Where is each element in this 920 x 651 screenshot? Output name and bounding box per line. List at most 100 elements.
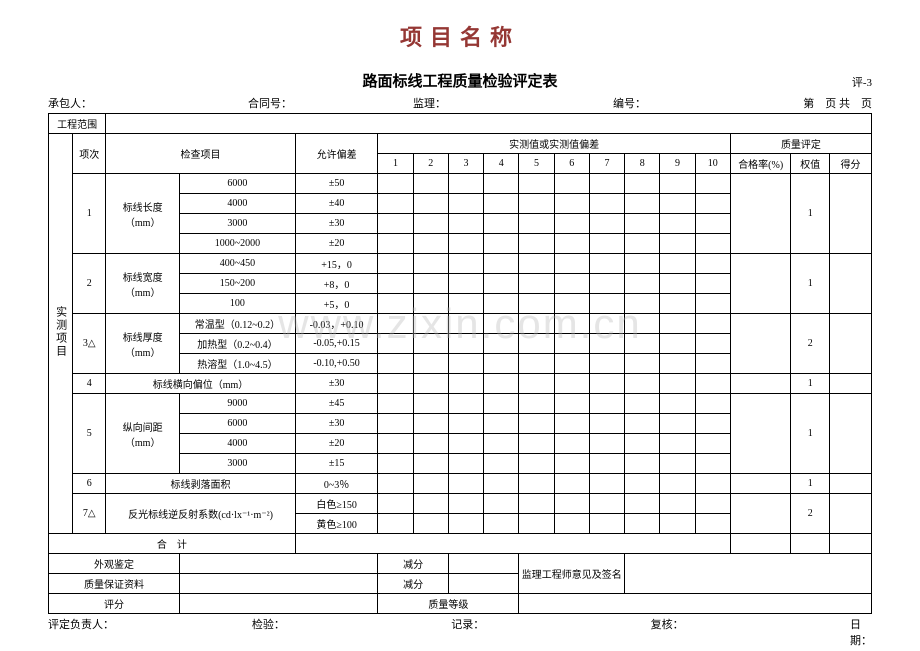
subtitle-row: 路面标线工程质量检验评定表 评-3 bbox=[48, 70, 872, 91]
table-row: 6 标线剥落面积 0~3％ 1 bbox=[49, 474, 872, 494]
tol: +5，0 bbox=[295, 294, 378, 314]
rating-row: 评分 质量等级 bbox=[49, 594, 872, 614]
date-label: 日期： bbox=[850, 616, 872, 648]
leader-label: 评定负责人： bbox=[48, 616, 252, 648]
weight: 2 bbox=[791, 314, 830, 374]
page-label: 第 页 共 页 bbox=[763, 95, 872, 111]
scope-row: 工程范围 bbox=[49, 114, 872, 134]
weight: 2 bbox=[791, 494, 830, 534]
spec: 常温型（0.12~0.2） bbox=[180, 314, 296, 334]
num-6: 6 bbox=[554, 154, 589, 174]
num-5: 5 bbox=[519, 154, 554, 174]
tol: -0.03，+0.10 bbox=[295, 314, 378, 334]
item-name: 标线剥落面积 bbox=[106, 474, 295, 494]
num-9: 9 bbox=[660, 154, 695, 174]
col-score: 得分 bbox=[830, 154, 872, 174]
header-row-1: 实测项目 项次 检查项目 允许偏差 实测值或实测值偏差 质量评定 bbox=[49, 134, 872, 154]
item-name: 标线厚度（mm） bbox=[106, 314, 180, 374]
num-2: 2 bbox=[413, 154, 448, 174]
qa-label: 质量保证资料 bbox=[49, 574, 180, 594]
col-measured-header: 实测值或实测值偏差 bbox=[378, 134, 731, 154]
spec: 4000 bbox=[180, 434, 296, 454]
supervisor-label: 监理： bbox=[413, 95, 613, 111]
weight: 1 bbox=[791, 254, 830, 314]
col-pass-rate: 合格率(%) bbox=[730, 154, 791, 174]
tol: 黄色≥100 bbox=[295, 514, 378, 534]
weight: 1 bbox=[791, 474, 830, 494]
tol: ±40 bbox=[295, 194, 378, 214]
item-no: 2 bbox=[73, 254, 106, 314]
tol: ±20 bbox=[295, 234, 378, 254]
tol: ±50 bbox=[295, 174, 378, 194]
tol: 白色≥150 bbox=[295, 494, 378, 514]
spec: 4000 bbox=[180, 194, 296, 214]
tol: ±15 bbox=[295, 454, 378, 474]
num-10: 10 bbox=[695, 154, 730, 174]
number-label: 编号： bbox=[613, 95, 763, 111]
item-no: 7△ bbox=[73, 494, 106, 534]
spec: 6000 bbox=[180, 414, 296, 434]
num-7: 7 bbox=[589, 154, 624, 174]
item-name: 纵向间距（mm） bbox=[106, 394, 180, 474]
scope-value bbox=[106, 114, 872, 134]
weight: 1 bbox=[791, 394, 830, 474]
item-no: 4 bbox=[73, 374, 106, 394]
tol: ±30 bbox=[295, 374, 378, 394]
col-tolerance: 允许偏差 bbox=[295, 134, 378, 174]
contractor-label: 承包人： bbox=[48, 95, 248, 111]
num-3: 3 bbox=[448, 154, 483, 174]
spec: 100 bbox=[180, 294, 296, 314]
deduct-label-2: 减分 bbox=[378, 574, 449, 594]
visual-label: 外观鉴定 bbox=[49, 554, 180, 574]
item-no: 5 bbox=[73, 394, 106, 474]
item-name: 标线宽度（mm） bbox=[106, 254, 180, 314]
sum-label: 合 计 bbox=[49, 534, 296, 554]
col-quality-header: 质量评定 bbox=[730, 134, 871, 154]
tol: +8，0 bbox=[295, 274, 378, 294]
spec: 3000 bbox=[180, 454, 296, 474]
table-row: 2 标线宽度（mm） 400~450 +15，0 1 bbox=[49, 254, 872, 274]
weight: 1 bbox=[791, 174, 830, 254]
item-no: 6 bbox=[73, 474, 106, 494]
spec: 1000~2000 bbox=[180, 234, 296, 254]
tol: ±30 bbox=[295, 214, 378, 234]
spec: 6000 bbox=[180, 174, 296, 194]
subtitle: 路面标线工程质量检验评定表 bbox=[48, 70, 792, 91]
item-no: 1 bbox=[73, 174, 106, 254]
main-table: 工程范围 实测项目 项次 检查项目 允许偏差 实测值或实测值偏差 质量评定 1 … bbox=[48, 113, 872, 614]
item-name: 反光标线逆反射系数(cd·lx⁻¹·m⁻²) bbox=[106, 494, 295, 534]
item-name: 标线横向偏位（mm） bbox=[106, 374, 295, 394]
table-row: 4 标线横向偏位（mm） ±30 1 bbox=[49, 374, 872, 394]
num-1: 1 bbox=[378, 154, 413, 174]
spec: 150~200 bbox=[180, 274, 296, 294]
scope-label: 工程范围 bbox=[49, 114, 106, 134]
table-row: 1 标线长度（mm） 6000 ±50 1 bbox=[49, 174, 872, 194]
visual-row: 外观鉴定 减分 监理工程师意见及签名 bbox=[49, 554, 872, 574]
table-row: 5 纵向间距（mm） 9000 ±45 1 bbox=[49, 394, 872, 414]
tol: +15，0 bbox=[295, 254, 378, 274]
item-no: 3△ bbox=[73, 314, 106, 374]
spec: 9000 bbox=[180, 394, 296, 414]
tol: ±30 bbox=[295, 414, 378, 434]
num-8: 8 bbox=[625, 154, 660, 174]
page-title: 项目名称 bbox=[48, 20, 872, 52]
spec: 热溶型（1.0~4.5） bbox=[180, 354, 296, 374]
recheck-label: 复核： bbox=[651, 616, 850, 648]
deduct-label: 减分 bbox=[378, 554, 449, 574]
tol: ±45 bbox=[295, 394, 378, 414]
supervisor-opinion-label: 监理工程师意见及签名 bbox=[519, 554, 625, 594]
inspect-label: 检验： bbox=[252, 616, 451, 648]
tol: ±20 bbox=[295, 434, 378, 454]
grade-label: 质量等级 bbox=[378, 594, 519, 614]
table-row: 3△ 标线厚度（mm） 常温型（0.12~0.2） -0.03，+0.10 2 bbox=[49, 314, 872, 334]
spec: 400~450 bbox=[180, 254, 296, 274]
sum-row: 合 计 bbox=[49, 534, 872, 554]
item-name: 标线长度（mm） bbox=[106, 174, 180, 254]
tol: -0.05,+0.15 bbox=[295, 334, 378, 354]
rating-label: 评分 bbox=[49, 594, 180, 614]
weight: 1 bbox=[791, 374, 830, 394]
form-code: 评-3 bbox=[792, 74, 872, 90]
header-line: 承包人： 合同号： 监理： 编号： 第 页 共 页 bbox=[48, 95, 872, 111]
col-weight: 权值 bbox=[791, 154, 830, 174]
col-check-item: 检查项目 bbox=[106, 134, 295, 174]
